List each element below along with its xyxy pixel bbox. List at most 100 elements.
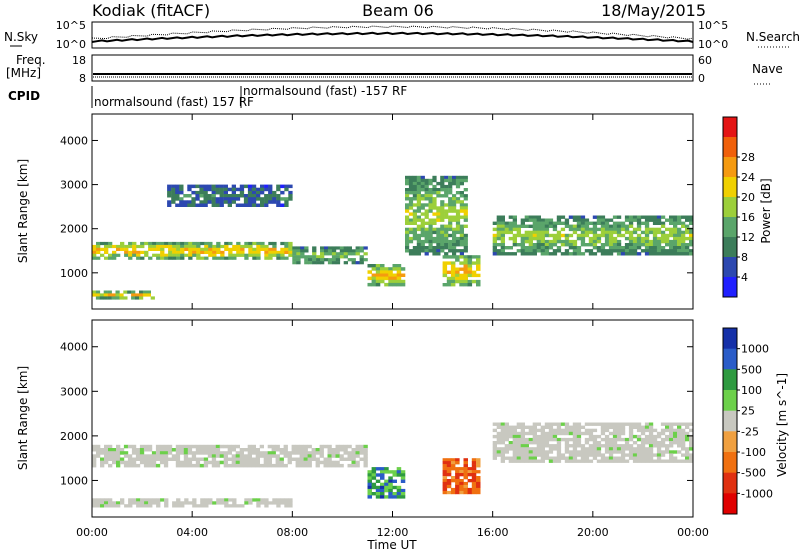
heatmap-cell: [516, 249, 521, 253]
heatmap-cell: [405, 188, 410, 192]
heatmap-cell: [405, 236, 410, 241]
colorbar-swatch: [723, 137, 737, 158]
heatmap-cell: [92, 250, 97, 254]
heatmap-cell: [685, 252, 690, 256]
heatmap-cell: [219, 454, 224, 458]
heatmap-cell: [673, 239, 678, 244]
heatmap-cell: [428, 181, 433, 186]
heatmap-cell: [116, 463, 121, 468]
heatmap-cell: [96, 256, 101, 260]
heatmap-cell: [179, 197, 184, 201]
heatmap-cell: [123, 296, 128, 300]
heatmap-cell: [363, 457, 368, 461]
heatmap-cell: [420, 249, 425, 253]
heatmap-cell: [524, 425, 529, 429]
heatmap-cell: [450, 490, 456, 495]
heatmap-cell: [347, 249, 352, 253]
heatmap-cell: [560, 252, 566, 256]
heatmap-cell: [536, 239, 541, 244]
heatmap-cell: [463, 209, 468, 213]
heatmap-cell: [216, 241, 221, 246]
heatmap-cell: [536, 428, 541, 433]
heatmap-cell: [432, 239, 437, 244]
heatmap-cell: [263, 451, 268, 455]
heatmap-cell: [568, 233, 574, 238]
heatmap-cell: [311, 454, 316, 458]
heatmap-cell: [459, 267, 464, 271]
heatmap-cell: [131, 296, 136, 300]
heatmap-cell: [652, 444, 658, 448]
heatmap-cell: [544, 453, 550, 457]
heatmap-cell: [436, 227, 441, 232]
heatmap-cell: [540, 239, 545, 244]
heatmap-cell: [147, 460, 153, 465]
heatmap-cell: [380, 476, 385, 480]
heatmap-cell: [236, 241, 241, 246]
heatmap-cell: [319, 460, 324, 465]
heatmap-cell: [540, 249, 545, 253]
heatmap-cell: [331, 463, 336, 468]
heatmap-cell: [512, 243, 517, 247]
heatmap-cell: [580, 450, 586, 454]
heatmap-cell: [652, 227, 658, 232]
heatmap-cell: [104, 250, 109, 254]
heatmap-cell: [224, 498, 229, 502]
heatmap-cell: [424, 221, 429, 225]
heatmap-cell: [467, 255, 473, 259]
heatmap-cell: [689, 221, 694, 225]
heatmap-cell: [416, 239, 421, 244]
heatmap-cell: [463, 224, 468, 228]
heatmap-cell: [207, 200, 212, 204]
heatmap-cell: [424, 194, 429, 198]
heatmap-cell: [442, 470, 448, 474]
heatmap-cell: [648, 249, 654, 253]
heatmap-cell: [220, 250, 225, 254]
heatmap-cell: [175, 194, 180, 198]
heatmap-cell: [135, 454, 141, 458]
colorbar-tick-label: -25: [741, 425, 759, 438]
heatmap-cell: [196, 253, 201, 257]
heatmap-cell: [227, 187, 232, 192]
heatmap-cell: [648, 441, 654, 445]
heatmap-cell: [412, 175, 417, 180]
heatmap-cell: [424, 209, 429, 213]
heatmap-cell: [191, 444, 197, 449]
heatmap-cell: [471, 464, 477, 468]
heatmap-cell: [476, 476, 481, 480]
heatmap-cell: [528, 425, 533, 429]
heatmap-cell: [572, 456, 578, 460]
heatmap-cell: [220, 244, 225, 249]
heatmap-cell: [580, 239, 586, 244]
heatmap-cell: [544, 221, 550, 225]
heatmap-cell: [548, 444, 554, 448]
heatmap-cell: [592, 224, 598, 228]
heatmap-cell: [156, 501, 161, 505]
heatmap-cell: [299, 460, 304, 465]
heatmap-cell: [280, 501, 285, 505]
heatmap-cell: [632, 450, 638, 454]
heatmap-cell: [604, 428, 610, 433]
heatmap-cell: [492, 447, 497, 451]
heatmap-cell: [677, 431, 682, 436]
heatmap-cell: [95, 290, 101, 294]
heatmap-cell: [380, 482, 385, 487]
heatmap-cell: [183, 444, 189, 449]
heatmap-cell: [616, 434, 622, 439]
heatmap-cell: [104, 504, 109, 508]
heatmap-cell: [660, 431, 666, 436]
heatmap-cell: [428, 243, 433, 247]
heatmap-cell: [685, 218, 690, 222]
heatmap-cell: [600, 218, 606, 222]
heatmap-cell: [212, 250, 217, 254]
heatmap-cell: [331, 451, 336, 455]
heatmap-cell: [524, 450, 529, 454]
heatmap-cell: [673, 230, 678, 235]
heatmap-cell: [656, 230, 662, 235]
heatmap-cell: [584, 249, 590, 253]
heatmap-cell: [412, 197, 417, 201]
heatmap-cell: [224, 244, 229, 249]
heatmap-cell: [689, 249, 694, 253]
heatmap-cell: [131, 451, 137, 455]
heatmap-cell: [123, 451, 129, 455]
